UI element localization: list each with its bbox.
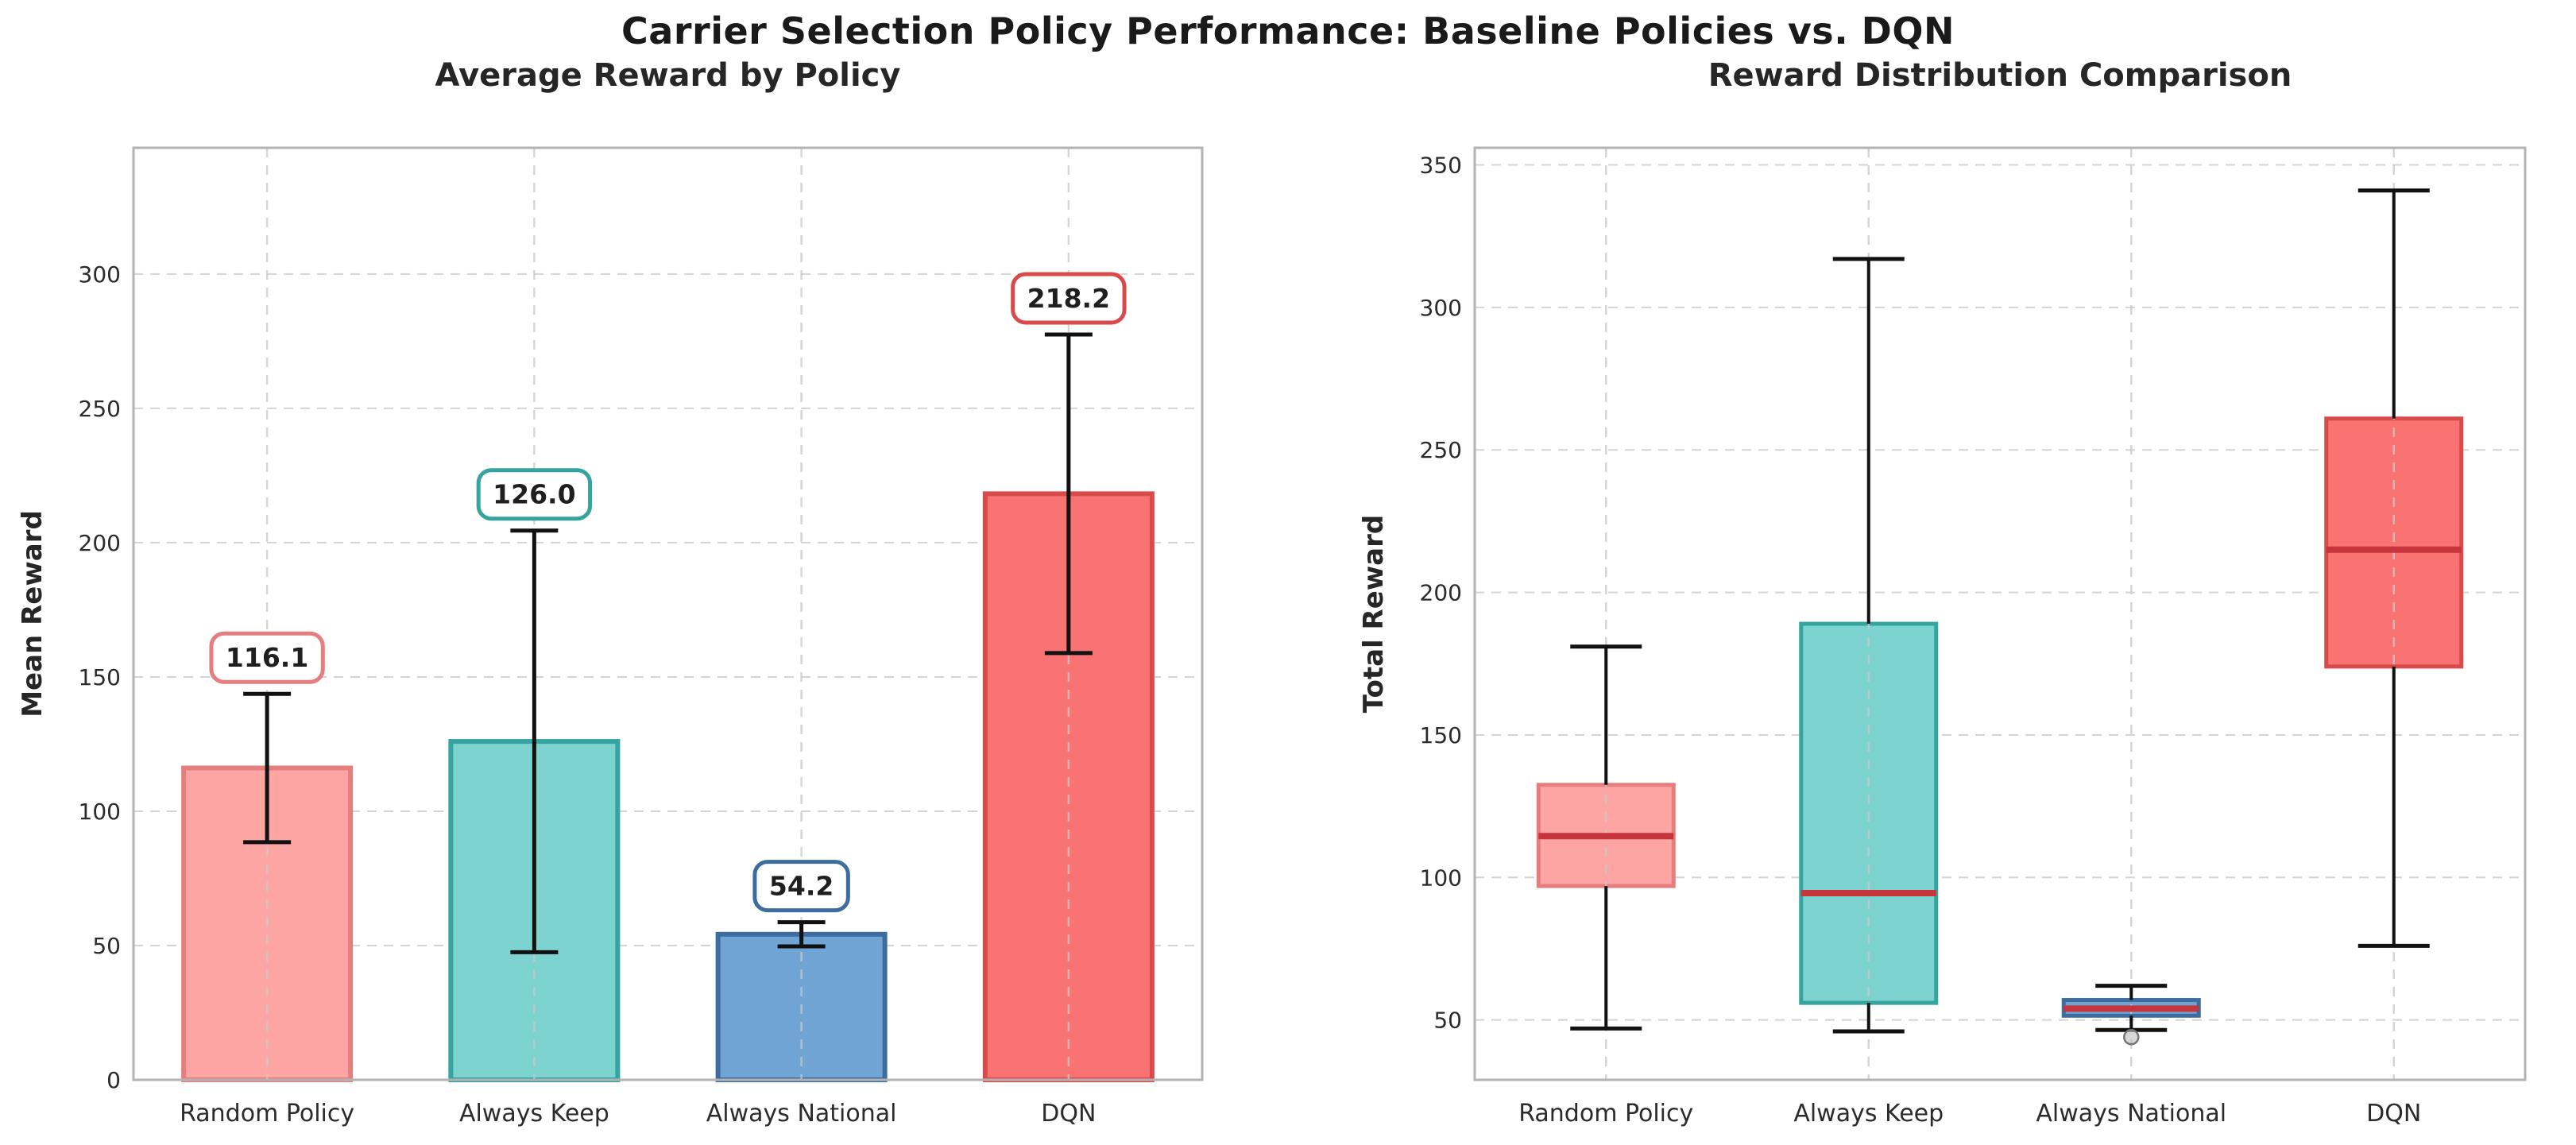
y-tick-label: 250 bbox=[79, 396, 121, 422]
figure-title: Carrier Selection Policy Performance: Ba… bbox=[621, 10, 1955, 52]
bar-value-box bbox=[209, 631, 325, 684]
subplot-title: Reward Distribution Comparison bbox=[1708, 57, 2292, 94]
bar-value-box bbox=[752, 860, 850, 913]
bar-value-box bbox=[476, 468, 593, 521]
y-tick-label: 100 bbox=[1420, 865, 1462, 891]
y-tick-label: 0 bbox=[106, 1067, 121, 1093]
bar-value-box bbox=[1011, 272, 1127, 325]
y-tick-label: 150 bbox=[79, 664, 121, 690]
x-category-label: Random Policy bbox=[1518, 1100, 1693, 1128]
bar-value-annotation: 116.1 bbox=[209, 631, 325, 684]
y-tick-label: 50 bbox=[1433, 1008, 1462, 1034]
bar-value-annotation: 54.2 bbox=[752, 860, 850, 913]
y-axis-label: Mean Reward bbox=[17, 510, 48, 718]
bar-value-label: 126.0 bbox=[493, 479, 575, 510]
x-category-label: Always National bbox=[706, 1100, 897, 1128]
x-category-label: DQN bbox=[1041, 1100, 1096, 1128]
outlier-point bbox=[2123, 1028, 2140, 1046]
y-tick-label: 300 bbox=[79, 261, 121, 288]
y-tick-label: 100 bbox=[79, 799, 121, 825]
bar-value-annotation: 218.2 bbox=[1011, 272, 1127, 325]
x-category-label: Always Keep bbox=[1793, 1100, 1944, 1128]
axes-spines bbox=[132, 146, 1204, 1081]
subplot-title: Average Reward by Policy bbox=[435, 57, 901, 94]
y-tick-label: 50 bbox=[92, 933, 121, 959]
axes-spines bbox=[1473, 146, 2527, 1081]
x-category-label: DQN bbox=[2366, 1100, 2421, 1128]
bar-value-annotation: 126.0 bbox=[476, 468, 593, 521]
x-category-label: Always Keep bbox=[459, 1100, 609, 1128]
y-tick-label: 350 bbox=[1420, 153, 1462, 179]
y-tick-label: 200 bbox=[79, 530, 121, 556]
bar-value-label: 54.2 bbox=[769, 871, 834, 902]
box-dqn bbox=[2324, 416, 2464, 669]
bar-value-label: 218.2 bbox=[1027, 283, 1110, 314]
y-tick-label: 300 bbox=[1420, 295, 1462, 321]
y-tick-label: 250 bbox=[1420, 437, 1462, 463]
y-tick-label: 150 bbox=[1420, 722, 1462, 749]
x-category-label: Always National bbox=[2036, 1100, 2226, 1128]
x-category-label: Random Policy bbox=[180, 1100, 354, 1128]
bar-value-label: 116.1 bbox=[226, 642, 308, 673]
y-axis-label: Total Reward bbox=[1358, 515, 1390, 713]
y-tick-label: 200 bbox=[1420, 580, 1462, 606]
